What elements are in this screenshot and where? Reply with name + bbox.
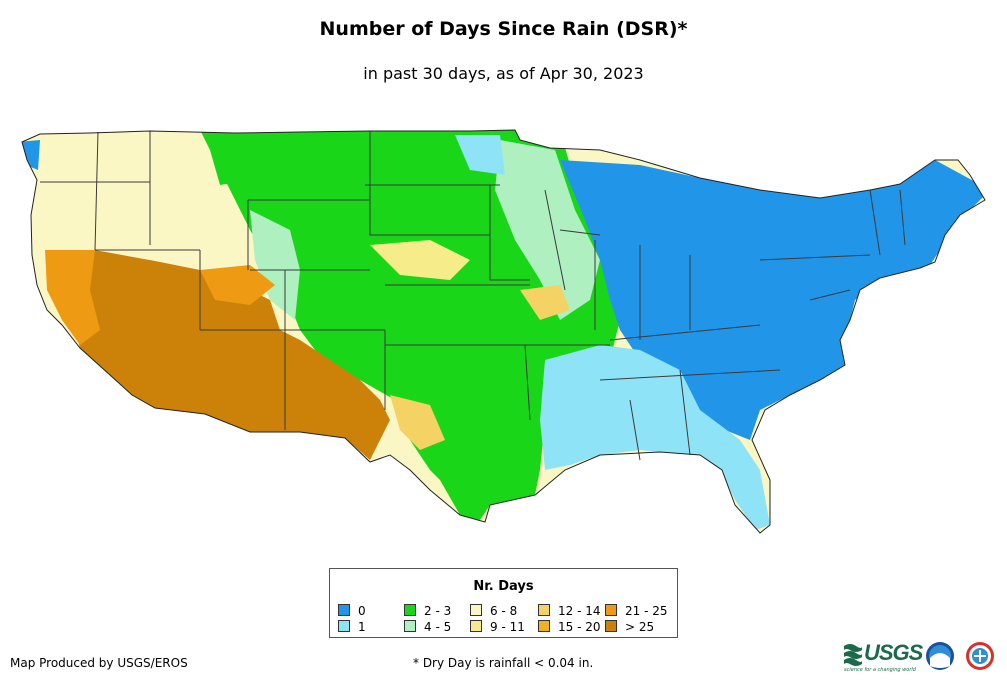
region-orange-utah [200, 265, 275, 305]
map-title: Number of Days Since Rain (DSR)* [319, 18, 688, 40]
region-cyan-dakota [455, 135, 505, 175]
legend-swatch [605, 604, 617, 616]
legend-item-2: 2 - 3 [404, 604, 451, 618]
region-lightgreen-west [250, 210, 300, 320]
legend-label: > 25 [625, 620, 655, 634]
legend-swatch [605, 620, 617, 632]
legend-item-1: 1 [338, 620, 366, 634]
legend-label: 21 - 25 [625, 604, 668, 618]
region-yellow-missouri [520, 285, 570, 320]
legend-swatch [404, 620, 416, 632]
usgs-logo-mark [844, 642, 994, 670]
legend-item-5: 9 - 11 [470, 620, 525, 634]
region-yellow-texas [390, 395, 445, 450]
legend-item-6: 12 - 14 [538, 604, 601, 618]
usgs-tagline: science for a changing world [844, 667, 916, 673]
legend-label: 15 - 20 [558, 620, 601, 634]
legend-title: Nr. Days [473, 579, 534, 594]
legend-item-3: 4 - 5 [404, 620, 451, 634]
region-yellow-kansas [370, 240, 470, 280]
legend-swatch [338, 604, 350, 616]
region-brown-southwest [70, 250, 390, 460]
legend-label: 1 [358, 620, 366, 634]
legend-item-0: 0 [338, 604, 366, 618]
legend-item-4: 6 - 8 [470, 604, 517, 618]
legend-swatch [470, 604, 482, 616]
legend-item-7: 15 - 20 [538, 620, 601, 634]
legend-swatch [538, 604, 550, 616]
legend-swatch [338, 620, 350, 632]
credit-text: Map Produced by USGS/EROS [10, 656, 188, 670]
legend: Nr. Days 0 1 2 - 3 4 - 5 6 - 8 9 - 11 12… [329, 568, 678, 638]
dry-day-note: * Dry Day is rainfall < 0.04 in. [413, 656, 594, 670]
agency-logos: USGS science for a changing world [842, 638, 1002, 682]
noaa-logo-icon [926, 642, 954, 670]
region-orange-california [45, 250, 100, 345]
state-boundaries [40, 131, 906, 461]
map-subtitle: in past 30 days, as of Apr 30, 2023 [363, 64, 644, 83]
legend-swatch [470, 620, 482, 632]
legend-label: 4 - 5 [424, 620, 452, 634]
usgs-logo-text: USGS [864, 640, 923, 665]
region-paleyellow-northwest [22, 132, 250, 260]
legend-item-9: > 25 [605, 620, 654, 634]
region-blue-pacific [22, 140, 40, 170]
legend-swatch [538, 620, 550, 632]
legend-label: 2 - 3 [424, 604, 452, 618]
legend-label: 9 - 11 [490, 620, 525, 634]
legend-swatch [404, 604, 416, 616]
region-cyan-south [540, 345, 770, 530]
region-green-montana [210, 140, 260, 185]
legend-label: 6 - 8 [490, 604, 518, 618]
legend-item-8: 21 - 25 [605, 604, 668, 618]
nws-logo-icon [966, 642, 994, 670]
legend-label: 0 [358, 604, 366, 618]
region-lightgreen-plains [495, 140, 600, 320]
dsr-regions [22, 130, 985, 530]
legend-label: 12 - 14 [558, 604, 601, 618]
